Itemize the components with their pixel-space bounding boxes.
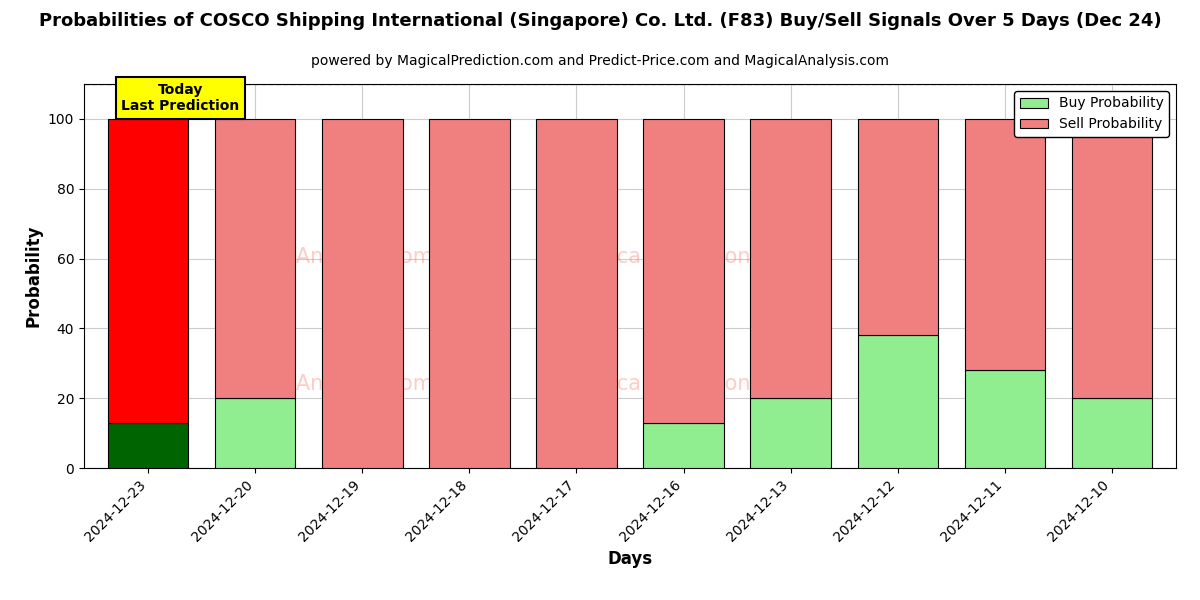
Bar bbox=[215, 398, 295, 468]
Bar bbox=[965, 370, 1045, 468]
Bar bbox=[750, 119, 830, 398]
Bar bbox=[643, 422, 724, 468]
Bar bbox=[643, 119, 724, 422]
Text: MagicalAnalysis.com: MagicalAnalysis.com bbox=[216, 247, 433, 267]
Text: MagicalPrediction.com: MagicalPrediction.com bbox=[568, 247, 802, 267]
X-axis label: Days: Days bbox=[607, 550, 653, 568]
Y-axis label: Probability: Probability bbox=[24, 225, 42, 327]
Text: powered by MagicalPrediction.com and Predict-Price.com and MagicalAnalysis.com: powered by MagicalPrediction.com and Pre… bbox=[311, 54, 889, 68]
Text: MagicalAnalysis.com: MagicalAnalysis.com bbox=[216, 374, 433, 394]
Text: Probabilities of COSCO Shipping International (Singapore) Co. Ltd. (F83) Buy/Sel: Probabilities of COSCO Shipping Internat… bbox=[38, 12, 1162, 30]
Legend: Buy Probability, Sell Probability: Buy Probability, Sell Probability bbox=[1014, 91, 1169, 137]
Text: MagicalPrediction.com: MagicalPrediction.com bbox=[568, 374, 802, 394]
Bar bbox=[750, 398, 830, 468]
Text: Today
Last Prediction: Today Last Prediction bbox=[121, 83, 240, 113]
Bar bbox=[858, 335, 937, 468]
Bar bbox=[430, 119, 510, 468]
Bar bbox=[858, 119, 937, 335]
Bar bbox=[965, 119, 1045, 370]
Bar bbox=[1072, 398, 1152, 468]
Bar bbox=[215, 119, 295, 398]
Bar bbox=[108, 422, 188, 468]
Bar bbox=[108, 119, 188, 422]
Bar bbox=[323, 119, 402, 468]
Bar bbox=[536, 119, 617, 468]
Bar bbox=[1072, 119, 1152, 398]
